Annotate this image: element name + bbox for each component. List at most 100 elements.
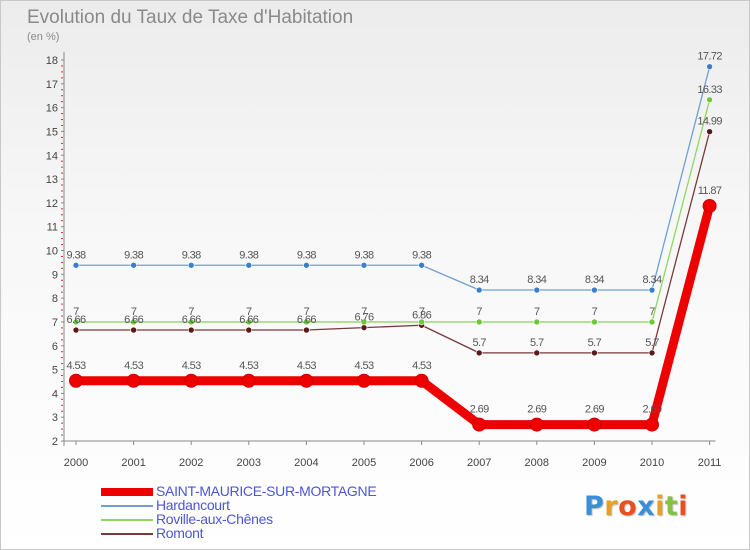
data-label: 5.7 [588, 337, 602, 349]
data-label: 9.38 [239, 249, 258, 261]
chart-title: Evolution du Taux de Taxe d'Habitation [27, 7, 354, 28]
legend-swatch [101, 533, 153, 535]
data-label: 8.34 [642, 274, 661, 286]
x-tick-label: 2004 [294, 457, 318, 469]
y-tick-label: 4 [52, 388, 58, 400]
data-point[interactable] [472, 417, 487, 432]
data-point[interactable] [591, 286, 598, 294]
data-point[interactable] [360, 324, 368, 331]
data-label: 6.76 [354, 312, 373, 324]
data-point[interactable] [303, 261, 310, 269]
data-label: 9.38 [297, 249, 316, 261]
data-label: 2.69 [470, 404, 489, 416]
data-point[interactable] [130, 261, 137, 269]
data-point[interactable] [648, 286, 656, 294]
x-tick-label: 2003 [237, 457, 261, 469]
data-point[interactable] [299, 373, 314, 388]
data-point[interactable] [130, 318, 137, 326]
x-tick-label: 2001 [121, 457, 145, 469]
data-point[interactable] [245, 326, 253, 334]
data-point[interactable] [533, 318, 541, 326]
data-point[interactable] [648, 318, 656, 326]
series-line-1 [75, 66, 711, 291]
data-point[interactable] [533, 286, 541, 294]
legend-label: SAINT-MAURICE-SUR-MORTAGNE [156, 483, 377, 499]
y-tick-label: 11 [47, 222, 58, 234]
data-point[interactable] [706, 96, 713, 104]
data-point[interactable] [187, 318, 195, 326]
data-point[interactable] [591, 318, 598, 326]
legend-label: Hardancourt [156, 497, 230, 513]
data-point[interactable] [126, 373, 141, 388]
data-label: 9.38 [412, 249, 431, 261]
data-point[interactable] [418, 261, 425, 269]
data-label: 7 [476, 306, 482, 318]
x-tick-label: 2007 [467, 457, 491, 469]
data-point[interactable] [357, 373, 371, 388]
data-point[interactable] [72, 326, 80, 334]
axes: 2 3 4 5 6 7 8 9 10 11 12 13 14 15 16 17 18 2000 2001 2002 20… [46, 52, 721, 469]
data-point[interactable] [187, 326, 195, 334]
data-point[interactable] [587, 417, 602, 432]
y-tick-label: 6 [52, 341, 58, 353]
data-point[interactable] [648, 349, 656, 357]
legend-label: Roville-aux-Chênes [156, 511, 273, 527]
data-label: 14.99 [697, 116, 722, 128]
data-point[interactable] [475, 318, 483, 326]
data-point[interactable] [645, 417, 659, 432]
y-tick-label: 5 [52, 365, 58, 377]
legend-swatch [101, 488, 153, 496]
data-point[interactable] [475, 349, 483, 357]
data-label: 4.53 [66, 360, 85, 372]
data-point[interactable] [130, 326, 137, 334]
data-point[interactable] [184, 373, 199, 388]
data-point[interactable] [187, 261, 195, 269]
data-point[interactable] [529, 417, 544, 432]
data-point[interactable] [303, 318, 310, 326]
data-point[interactable] [241, 373, 256, 388]
series-layer [69, 63, 717, 432]
data-label: 7 [592, 306, 598, 318]
legend-swatch [101, 519, 153, 521]
data-point[interactable] [475, 286, 483, 294]
data-point[interactable] [533, 349, 541, 357]
x-tick-label: 2005 [352, 457, 376, 469]
data-label: 6.86 [412, 309, 431, 321]
logo-letter: i [655, 491, 665, 522]
data-label: 7 [188, 306, 194, 318]
data-point[interactable] [245, 318, 253, 326]
y-tick-label: 16 [46, 103, 58, 115]
data-point[interactable] [72, 261, 80, 269]
legend-label: Romont [156, 525, 204, 541]
data-label: 5.7 [530, 337, 544, 349]
data-label: 16.33 [697, 84, 722, 96]
data-label: 11.87 [698, 185, 722, 197]
data-point[interactable] [706, 128, 713, 135]
data-point[interactable] [69, 373, 83, 388]
data-point[interactable] [360, 261, 368, 269]
data-label: 9.38 [182, 249, 201, 261]
data-point[interactable] [702, 198, 717, 213]
logo-letter: x [637, 491, 656, 522]
data-label: 6.66 [182, 314, 201, 326]
data-point[interactable] [303, 326, 310, 334]
data-label: 6.66 [66, 314, 85, 326]
logo-letter: o [618, 491, 638, 522]
data-point[interactable] [245, 261, 253, 269]
logo-letter: i [678, 491, 689, 522]
data-point[interactable] [591, 349, 598, 357]
data-point[interactable] [418, 318, 425, 326]
data-label: 2.69 [585, 404, 604, 416]
data-point[interactable] [706, 63, 713, 70]
x-tick-label: 2009 [582, 457, 606, 469]
logo-letter: P [584, 491, 605, 522]
data-point[interactable] [72, 318, 80, 326]
y-tick-label: 13 [46, 174, 58, 186]
y-tick-label: 14 [46, 150, 58, 162]
data-point[interactable] [360, 318, 368, 326]
data-label: 6.66 [297, 314, 316, 326]
data-point[interactable] [414, 373, 429, 388]
data-label: 7 [246, 306, 252, 318]
